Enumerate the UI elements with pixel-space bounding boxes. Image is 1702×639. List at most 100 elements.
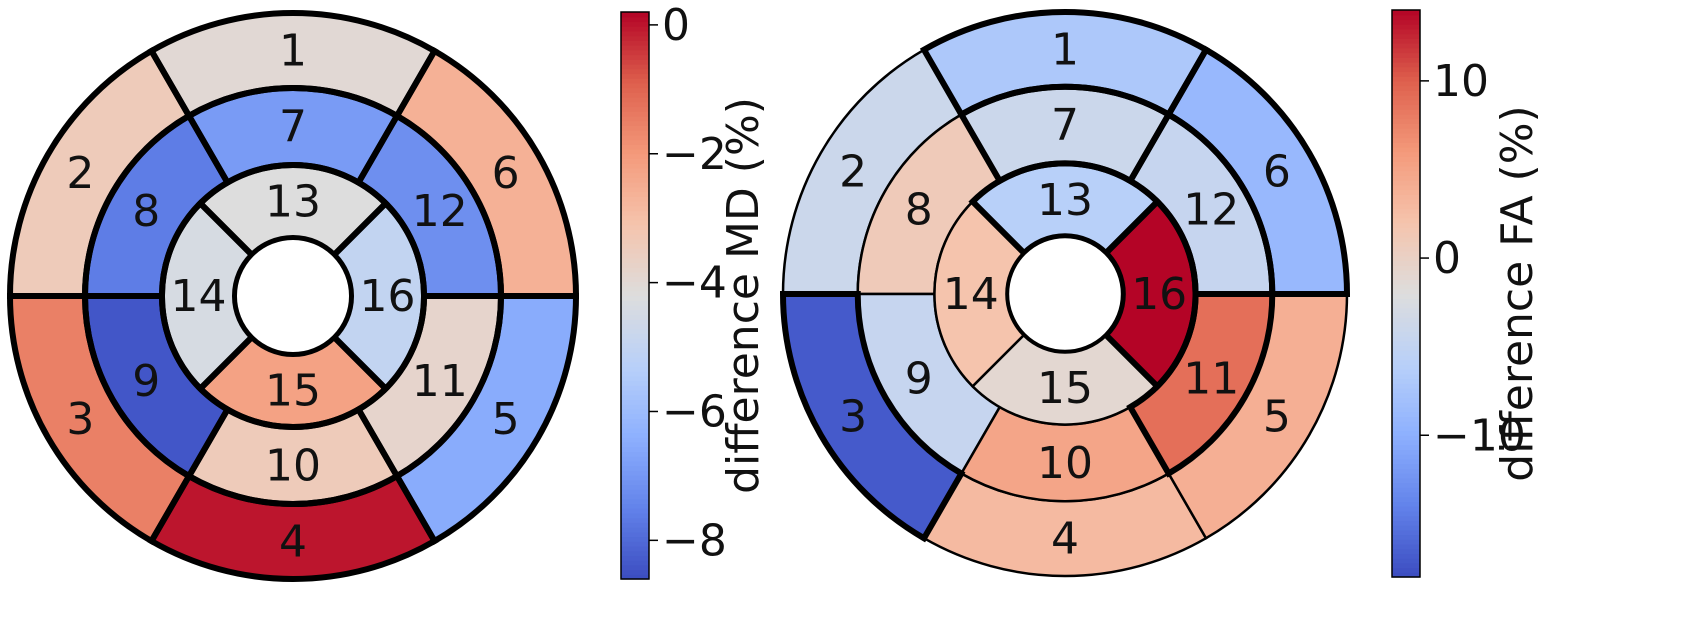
colorbar-gradient-band [621, 248, 649, 254]
colorbar-gradient-band [1392, 354, 1420, 361]
colorbar-gradient-band [621, 470, 649, 476]
colorbar-gradient-band [1392, 406, 1420, 413]
colorbar-gradient-band [1392, 463, 1420, 469]
colorbar-gradient-band [621, 111, 649, 117]
colorbar-gradient-band [621, 163, 649, 169]
colorbar-gradient-band [1392, 255, 1420, 262]
segment-label-14: 14 [943, 269, 999, 320]
colorbar-gradient-band [1392, 482, 1420, 488]
colorbar-gradient-band [1392, 543, 1420, 550]
colorbar-gradient-band [621, 158, 649, 164]
segment-label-9: 9 [905, 353, 933, 404]
colorbar-gradient-band [621, 63, 649, 70]
segment-3-outline [779, 291, 966, 543]
colorbar-gradient-band [621, 545, 649, 552]
colorbar-gradient-band [621, 338, 649, 344]
colorbar-gradient-band [621, 328, 649, 334]
colorbar-gradient-band [1392, 236, 1420, 243]
colorbar-gradient-band [1392, 109, 1420, 115]
colorbar-gradient-band [621, 130, 649, 136]
colorbar-gradient-band [1392, 321, 1420, 328]
colorbar-gradient-band [621, 73, 649, 79]
colorbar-gradient-band [1392, 142, 1420, 148]
colorbar-gradient-band [621, 125, 649, 131]
colorbar-gradient-band [621, 21, 649, 27]
colorbar-tick-label: −4 [662, 258, 727, 309]
segment-label-2: 2 [66, 148, 94, 199]
colorbar-gradient-band [1392, 227, 1420, 233]
colorbar-gradient-band [1392, 473, 1420, 479]
segment-label-4: 4 [1051, 514, 1079, 565]
colorbar-gradient-band [621, 45, 649, 51]
colorbar-gradient-band [621, 475, 649, 481]
colorbar-axis-label: difference FA (%) [1492, 105, 1543, 481]
colorbar-gradient-band [1392, 95, 1420, 101]
colorbar-gradient-band [1392, 548, 1420, 554]
colorbar-gradient-band [621, 564, 649, 571]
colorbar-gradient-band [621, 536, 649, 542]
segment-label-16: 16 [1131, 269, 1187, 320]
colorbar-gradient-band [621, 352, 649, 358]
colorbar-gradient-band [621, 167, 649, 174]
colorbar-gradient-band [621, 30, 649, 37]
colorbar-gradient-band [621, 465, 649, 471]
colorbar-gradient-band [621, 40, 649, 46]
colorbar-gradient-band [1392, 66, 1420, 73]
colorbar-gradient-band [621, 347, 649, 353]
segment-label-4: 4 [279, 517, 307, 568]
colorbar-gradient-band [621, 16, 649, 23]
colorbar-gradient-band [621, 342, 649, 349]
colorbar-gradient-band [621, 191, 649, 197]
colorbar-gradient-band [1392, 123, 1420, 129]
colorbar-frame [1391, 9, 1421, 578]
colorbar-gradient-band [1392, 194, 1420, 200]
colorbar-gradient-band [1392, 302, 1420, 309]
colorbar-gradient-band [1392, 180, 1420, 186]
colorbar-tick-label: 10 [1433, 56, 1489, 107]
colorbar-gradient-band [621, 371, 649, 377]
colorbar-gradient-band [621, 413, 649, 419]
colorbar-gradient-band [621, 101, 649, 108]
colorbar-gradient-band [1392, 274, 1420, 280]
segment-label-7: 7 [279, 101, 307, 152]
colorbar-gradient-band [621, 512, 649, 519]
colorbar-gradient-band [1392, 572, 1420, 578]
colorbar-gradient-band [1392, 510, 1420, 517]
colorbar-gradient-band [621, 527, 649, 533]
colorbar-gradient-band [621, 333, 649, 339]
center-hole [1005, 234, 1125, 354]
colorbar-gradient-band [621, 182, 649, 188]
colorbar-gradient-band [621, 210, 649, 216]
colorbar-gradient-band [621, 404, 649, 410]
colorbar-gradient-band [1392, 24, 1420, 30]
colorbar-gradient-band [621, 87, 649, 93]
segment-label-12: 12 [412, 186, 468, 237]
colorbar-gradient-band [1392, 468, 1420, 474]
colorbar-gradient-band [1392, 284, 1420, 290]
colorbar-gradient-band [621, 541, 649, 547]
colorbar-gradient-band [621, 26, 649, 32]
colorbar-gradient-band [1392, 10, 1420, 16]
colorbar-gradient-band [1392, 222, 1420, 228]
colorbar-gradient-band [1392, 317, 1420, 323]
colorbar-gradient-band [1392, 411, 1420, 417]
colorbar-gradient-band [1392, 567, 1420, 573]
colorbar-gradient-band [621, 560, 649, 566]
colorbar-gradient-band [1392, 562, 1420, 569]
colorbar-gradient-band [1392, 189, 1420, 195]
colorbar-gradient-band [621, 257, 649, 264]
segment-label-2: 2 [839, 147, 867, 198]
colorbar-gradient-band [621, 59, 649, 65]
segment-label-6: 6 [1263, 147, 1291, 198]
colorbar-gradient-band [1392, 425, 1420, 432]
colorbar-gradient-band [621, 234, 649, 240]
colorbar-gradient-band [1392, 33, 1420, 39]
colorbar-gradient-band [1392, 71, 1420, 77]
colorbar-gradient-band [621, 456, 649, 462]
colorbar-gradient-band [621, 522, 649, 528]
colorbar-gradient-band [1392, 203, 1420, 210]
colorbar-gradient-band [621, 356, 649, 363]
segment-label-3: 3 [66, 394, 94, 445]
colorbar-gradient-band [1392, 104, 1420, 110]
